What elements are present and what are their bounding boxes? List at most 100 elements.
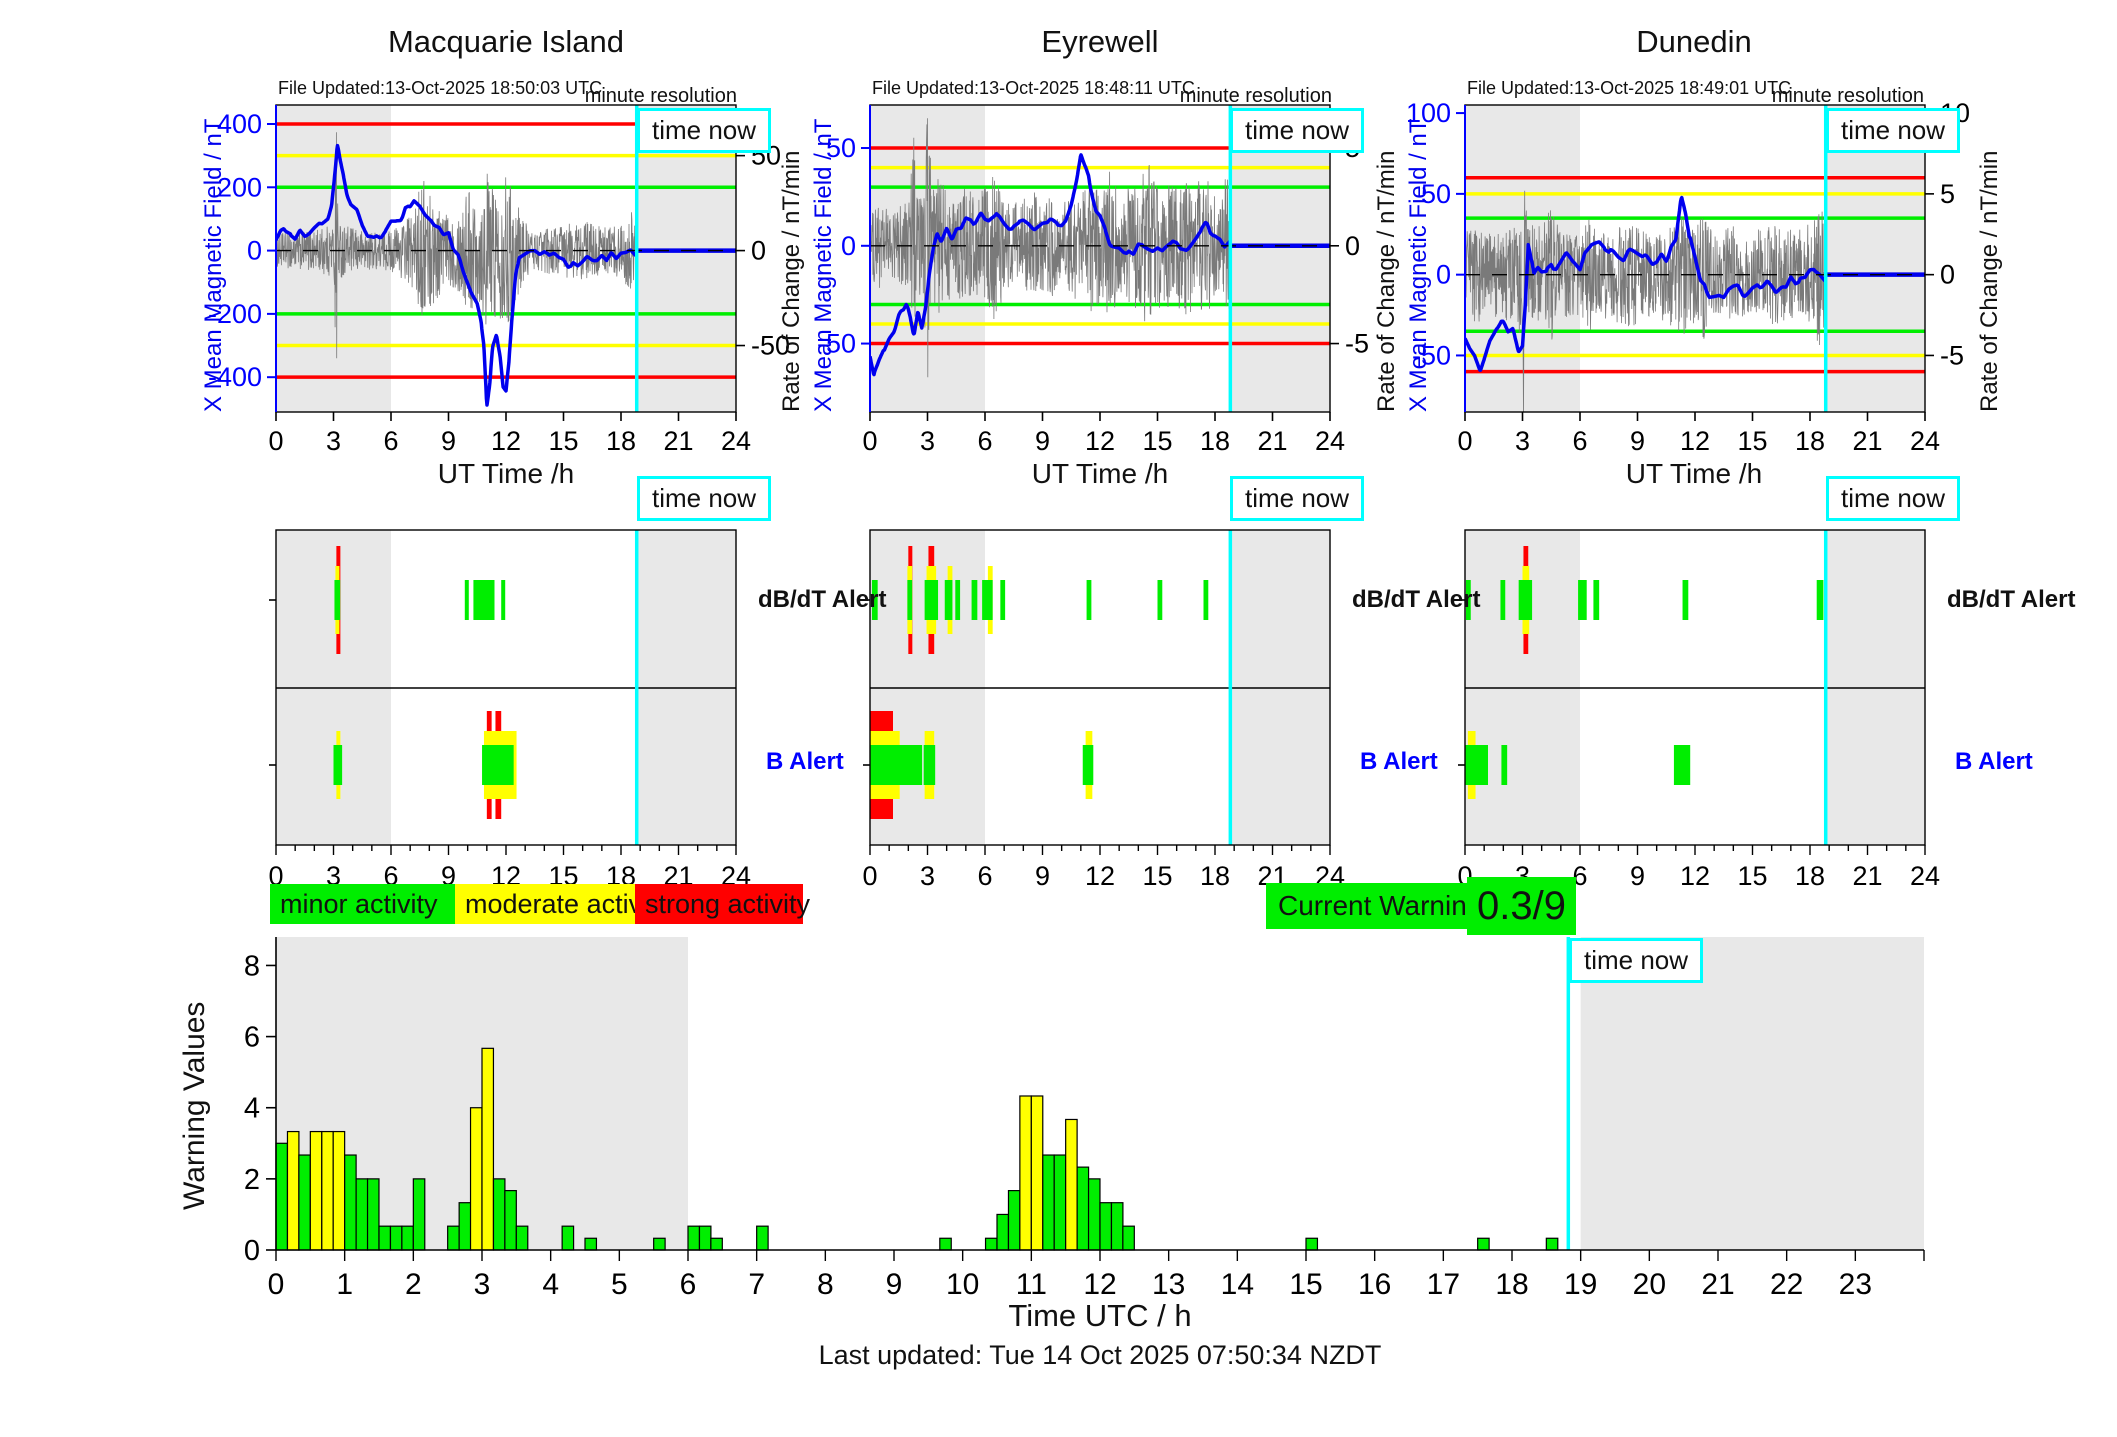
x-tick-label: 0 (268, 426, 283, 456)
warning-bar (332, 1130, 346, 1251)
x-tick-label: 15 (1142, 426, 1172, 456)
warning-bar (584, 1237, 598, 1251)
x-tick-label: 18 (606, 426, 636, 456)
time-now-box: time now (1826, 476, 1961, 521)
x-tick-label: 0 (1457, 426, 1472, 456)
y-tick-label: 8 (244, 950, 260, 982)
warning-bar (412, 1178, 426, 1251)
x-tick-label: 15 (1142, 861, 1172, 891)
station-title-dunedin: Dunedin (1636, 24, 1752, 59)
x-tick-label: 16 (1358, 1268, 1391, 1301)
alert-marker-minor (1816, 580, 1824, 620)
current-warning-label: Current Warning: (1266, 883, 1503, 929)
x-tick-label: 9 (1035, 426, 1050, 456)
warning-bar (515, 1225, 529, 1251)
alert-marker-minor (1682, 580, 1689, 620)
warning-bar (1110, 1202, 1124, 1251)
x-axis-label-ut-time: UT Time /h (1625, 458, 1763, 489)
alert-marker-minor (1578, 580, 1587, 620)
warning-bar (1122, 1225, 1135, 1251)
x-tick-label: 3 (920, 426, 935, 456)
warning-bar (1053, 1154, 1067, 1251)
warning-bar (1042, 1154, 1055, 1251)
alert-marker-minor (982, 580, 993, 620)
x-tick-label: 6 (1572, 861, 1587, 891)
x-tick-label: 24 (1910, 861, 1940, 891)
x-tick-label: 6 (977, 861, 992, 891)
alert-marker-minor (1518, 580, 1533, 620)
y-tick-label: 6 (244, 1022, 260, 1054)
x-tick-label: 12 (1085, 861, 1115, 891)
x-axis-label-ut-time: UT Time /h (437, 458, 575, 489)
warning-bar (447, 1225, 460, 1251)
x-tick-label: 18 (1795, 861, 1825, 891)
dbdt-alert-label: dB/dT Alert (1352, 586, 1481, 613)
warning-bar (309, 1130, 323, 1251)
x-tick-label: 18 (1795, 426, 1825, 456)
x-tick-label: 9 (1630, 426, 1645, 456)
x-tick-label: 12 (1680, 861, 1710, 891)
x-tick-label: 10 (946, 1268, 979, 1301)
y-tick-label-left: -400 (208, 362, 262, 392)
minute-resolution-label: minute resolution (1179, 85, 1332, 107)
dbdt-alert-label: dB/dT Alert (758, 586, 887, 613)
dbdt-alert-label: dB/dT Alert (1947, 586, 2076, 613)
mean-field-line (870, 153, 1232, 377)
x-tick-label: 6 (383, 861, 398, 891)
warning-bar (321, 1130, 334, 1251)
warning-bar (1545, 1237, 1559, 1251)
x-tick-label: 12 (1085, 426, 1115, 456)
mean-field-line (1465, 195, 1827, 372)
rate-of-change-noise (276, 132, 638, 359)
y-tick-label-left: -200 (208, 299, 262, 329)
x-tick-label: 21 (1257, 426, 1287, 456)
alert-panel-2: 0 3 6 9 12 15 18 21 24 (1457, 529, 1940, 891)
x-tick-label: 21 (1701, 1268, 1734, 1301)
station-title-eyrewell: Eyrewell (1041, 24, 1159, 59)
x-tick-label: 19 (1564, 1268, 1597, 1301)
y-tick-label-left: 400 (217, 109, 262, 139)
x-axis-label-ut-time: UT Time /h (1031, 458, 1169, 489)
y-tick-label-right: -5 (1940, 340, 1964, 370)
y-tick-label-left: 50 (1421, 179, 1451, 209)
station-title-macquarie: Macquarie Island (387, 24, 625, 59)
alert-marker-minor (955, 580, 961, 620)
warning-bar (687, 1225, 701, 1251)
x-axis-label-time-utc: Time UTC / h (1008, 1298, 1192, 1333)
warning-bar (1065, 1118, 1078, 1251)
warning-bar (1477, 1237, 1490, 1251)
x-tick-label: 6 (1572, 426, 1587, 456)
x-tick-label: 3 (1515, 426, 1530, 456)
file-updated-dunedin: File Updated:13-Oct-2025 18:49:01 UTC (1467, 78, 1792, 98)
x-tick-label: 12 (1083, 1268, 1116, 1301)
x-tick-label: 17 (1427, 1268, 1460, 1301)
y-axis-label-rate-eyrewell: Rate of Change / nT/min (1373, 150, 1400, 412)
x-tick-label: 2 (405, 1268, 422, 1301)
y-axis-label-field-dunedin: X Mean Magnetic Field / nT (1405, 118, 1432, 412)
warning-bar (378, 1225, 392, 1251)
x-tick-label: 20 (1633, 1268, 1666, 1301)
warning-bar (355, 1178, 369, 1251)
y-axis-label-field-eyrewell: X Mean Magnetic Field / nT (810, 118, 837, 412)
current-warning-value: 0.3/9 (1467, 877, 1576, 935)
legend-strong-activity: strong activity (635, 884, 810, 924)
x-tick-label: 23 (1839, 1268, 1872, 1301)
b-alert-label: B Alert (1955, 748, 2033, 775)
y-tick-label-left: -50 (817, 329, 856, 359)
y-tick-label-left: 50 (826, 133, 856, 163)
warning-bar (504, 1190, 517, 1251)
x-tick-label: 7 (748, 1268, 765, 1301)
alert-marker-minor (473, 580, 495, 620)
x-tick-label: 9 (1035, 861, 1050, 891)
x-tick-label: 3 (920, 861, 935, 891)
y-tick-label: 4 (244, 1093, 260, 1125)
y-tick-label-left: 0 (247, 236, 262, 266)
x-tick-label: 18 (1200, 426, 1230, 456)
mean-field-line (276, 143, 639, 407)
time-now-box: time now (637, 476, 772, 521)
y-tick-label: 2 (244, 1164, 260, 1196)
x-tick-label: 5 (611, 1268, 628, 1301)
warning-bar (389, 1225, 403, 1251)
x-tick-label: 3 (474, 1268, 491, 1301)
